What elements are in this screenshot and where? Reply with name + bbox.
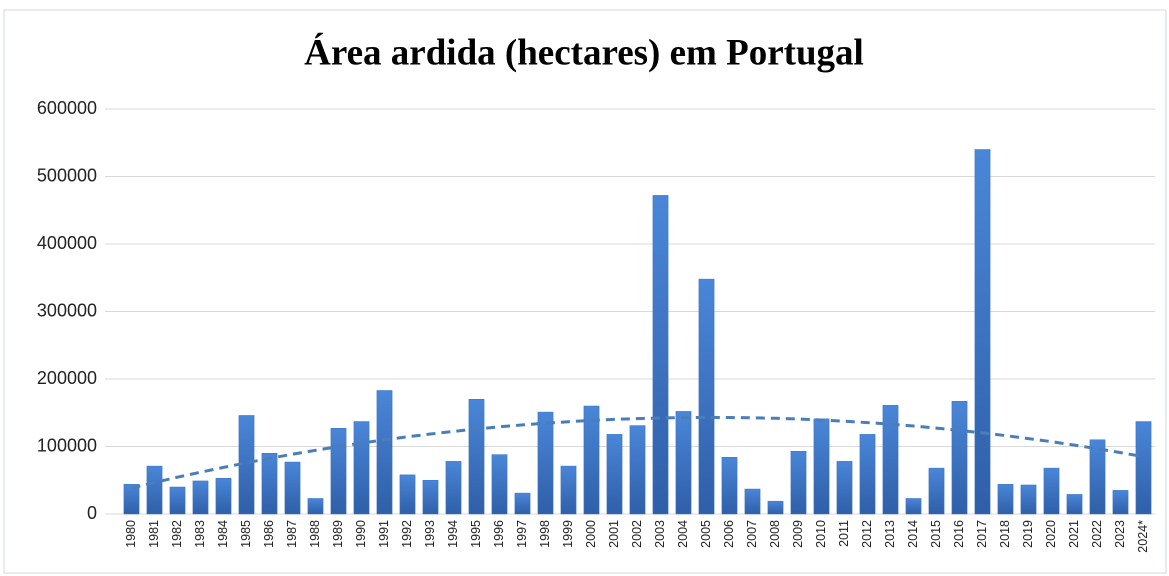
bar: [767, 500, 784, 515]
x-tick-label: 2018: [998, 520, 1012, 548]
bar: [468, 399, 485, 515]
y-tick-label: 300000: [37, 300, 97, 320]
chart-title: Área ardida (hectares) em Portugal: [304, 31, 864, 73]
bar: [261, 453, 278, 515]
x-tick-label: 2006: [722, 520, 736, 548]
bar: [560, 465, 577, 515]
x-tick-label: 1992: [400, 520, 414, 548]
x-tick-label: 1990: [354, 520, 368, 548]
x-tick-label: 2013: [883, 520, 897, 548]
bar: [1066, 494, 1083, 515]
x-tick-label: 2009: [791, 520, 805, 548]
x-tick-label: 2014: [906, 520, 920, 548]
bar: [1020, 484, 1037, 515]
x-tick-label: 2021: [1067, 520, 1081, 548]
bar: [353, 421, 370, 515]
bar: [583, 405, 600, 515]
bar: [606, 434, 623, 515]
bar: [1135, 421, 1152, 515]
bar: [836, 461, 853, 515]
trend-line: [131, 415, 1144, 490]
x-tick-label: 2010: [814, 520, 828, 548]
x-tick-label: 2022: [1090, 520, 1104, 548]
x-tick-label: 1986: [262, 520, 276, 548]
bar: [1112, 490, 1129, 515]
x-tick-label: 1997: [515, 520, 529, 548]
bar: [698, 278, 715, 515]
bar: [514, 492, 531, 515]
x-tick-label: 2016: [952, 520, 966, 548]
x-tick-label: 1981: [147, 520, 161, 548]
bar: [146, 465, 163, 515]
x-tick-label: 1983: [193, 520, 207, 548]
bar: [744, 488, 761, 515]
x-tick-label: 2011: [837, 520, 851, 547]
x-tick-label: 1993: [423, 520, 437, 548]
bar: [537, 411, 554, 515]
bar: [330, 428, 347, 515]
y-tick-label: 200000: [37, 368, 97, 388]
x-tick-label: 2004: [676, 520, 690, 548]
bar: [813, 418, 830, 515]
bar: [790, 450, 807, 515]
x-tick-label: 1985: [239, 520, 253, 548]
bar: [859, 434, 876, 515]
x-tick-label: 1998: [538, 520, 552, 548]
x-tick-label: 1988: [308, 520, 322, 548]
x-tick-label: 2008: [768, 520, 782, 548]
bar: [997, 484, 1014, 515]
bar: [169, 486, 186, 515]
bar: [123, 484, 140, 515]
x-tick-label: 2002: [630, 520, 644, 548]
y-tick-label: 500000: [37, 165, 97, 185]
bar: [721, 457, 738, 515]
x-tick-label: 1984: [216, 520, 230, 548]
bar: [491, 454, 508, 515]
x-tick-label: 2024*: [1136, 520, 1150, 553]
bar: [307, 498, 324, 515]
x-tick-label: 2005: [699, 520, 713, 548]
x-tick-label: 1994: [446, 520, 460, 548]
bar: [882, 405, 899, 515]
x-tick-label: 2012: [860, 520, 874, 548]
x-tick-label: 1995: [469, 520, 483, 548]
bar: [376, 390, 393, 515]
bar: [215, 477, 232, 515]
x-tick-label: 1987: [285, 520, 299, 548]
bar: [928, 467, 945, 515]
x-tick-label: 1991: [377, 520, 391, 548]
x-tick-label: 1996: [492, 520, 506, 548]
x-tick-label: 2019: [1021, 520, 1035, 548]
y-tick-label: 400000: [37, 233, 97, 253]
bar: [422, 480, 439, 515]
y-tick-label: 600000: [37, 98, 97, 118]
x-tick-label: 2020: [1044, 520, 1058, 548]
bar: [192, 480, 209, 515]
x-tick-label: 2015: [929, 520, 943, 548]
bar: [629, 425, 646, 515]
x-tick-label: 2023: [1113, 520, 1127, 548]
bar: [1089, 439, 1106, 515]
x-tick-label: 1989: [331, 520, 345, 548]
bar: [652, 195, 669, 515]
bar: [445, 461, 462, 515]
bar: [951, 401, 968, 515]
bar: [675, 411, 692, 515]
bar: [284, 461, 301, 515]
x-tick-label: 1980: [124, 520, 138, 548]
x-tick-label: 2003: [653, 520, 667, 548]
y-tick-label: 0: [87, 503, 97, 523]
x-tick-label: 2000: [584, 520, 598, 548]
bar: [905, 498, 922, 515]
y-tick-label: 100000: [37, 435, 97, 455]
bar: [974, 149, 991, 515]
x-tick-label: 2007: [745, 520, 759, 548]
x-tick-label: 2017: [975, 520, 989, 548]
bar: [1043, 467, 1060, 515]
x-tick-label: 2001: [607, 520, 621, 548]
bar: [399, 474, 416, 515]
x-tick-label: 1982: [170, 520, 184, 548]
x-tick-label: 1999: [561, 520, 575, 548]
